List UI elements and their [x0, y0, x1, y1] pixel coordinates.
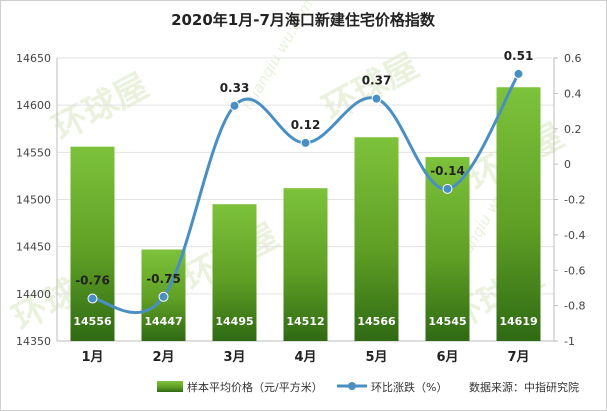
legend-line-marker [348, 382, 356, 390]
right-axis-tick: 0.4 [564, 87, 582, 100]
x-category-label: 5月 [365, 350, 387, 365]
source-note: 数据来源：中指研究院 [469, 380, 579, 394]
right-axis-tick: -0.2 [564, 194, 585, 207]
left-y-axis: 14350 14400 14450 14500 14550 14600 14650 [16, 52, 58, 348]
x-category-label: 3月 [223, 350, 245, 365]
line-point [371, 93, 382, 104]
line-point [87, 293, 98, 304]
right-axis-tick: -0.8 [564, 300, 585, 313]
line-value-label: 0.37 [362, 74, 392, 88]
line-value-label: -0.76 [75, 274, 110, 288]
right-y-axis: 0.6 0.4 0.2 0 -0.2 -0.4 -0.6 -0.8 -1 [57, 52, 585, 348]
x-category-label: 4月 [294, 350, 316, 365]
left-axis-tick: 14500 [16, 194, 51, 207]
bar [496, 87, 541, 341]
line-value-labels: -0.76 -0.75 0.33 0.12 0.37 -0.14 0.51 [75, 49, 533, 288]
bar-value-label: 14495 [215, 315, 253, 328]
left-axis-tick: 14400 [16, 288, 51, 301]
line-point [229, 100, 240, 111]
bar-value-label: 14619 [499, 315, 537, 328]
line-point [158, 291, 169, 302]
legend-line-label: 环比涨跌（%） [371, 380, 447, 394]
line-point [300, 137, 311, 148]
line-value-label: -0.75 [146, 272, 181, 286]
legend-bar-swatch [157, 381, 183, 392]
bar-value-label: 14545 [428, 315, 466, 328]
bar-value-label: 14447 [144, 315, 182, 328]
left-axis-tick: 14650 [16, 52, 51, 65]
bar [354, 137, 399, 341]
line-point [513, 68, 524, 79]
line-value-label: -0.14 [430, 164, 465, 178]
bar-value-label: 14566 [357, 315, 396, 328]
right-axis-tick: -0.4 [564, 229, 585, 242]
line-value-label: 0.33 [220, 81, 250, 95]
x-category-label: 1月 [81, 350, 103, 365]
left-axis-tick: 14450 [16, 241, 51, 254]
left-axis-tick: 14350 [16, 335, 51, 348]
right-axis-tick: 0 [564, 158, 571, 171]
bar-value-label: 14556 [73, 315, 112, 328]
bar-value-label: 14512 [286, 315, 324, 328]
line-series [87, 68, 524, 315]
bar [283, 188, 328, 341]
legend-bar-label: 样本平均价格（元/平方米） [187, 380, 323, 394]
x-axis-categories: 1月 2月 3月 4月 5月 6月 7月 [81, 350, 529, 365]
line-value-label: 0.12 [291, 118, 321, 132]
bar-series [70, 87, 541, 341]
right-axis-tick: 0.2 [564, 123, 582, 136]
line-point [442, 183, 453, 194]
bar-value-labels: 14556 14447 14495 14512 14566 14545 14619 [73, 315, 537, 328]
right-axis-tick: 0.6 [564, 52, 582, 65]
left-axis-tick: 14550 [16, 146, 51, 159]
x-category-label: 2月 [152, 350, 174, 365]
right-axis-tick: -0.6 [564, 264, 585, 277]
bar [212, 204, 257, 341]
line-value-label: 0.51 [504, 49, 534, 63]
watermark-text: 环球屋 [46, 66, 155, 149]
chart-title: 2020年1月-7月海口新建住宅价格指数 [171, 11, 436, 29]
bar [70, 146, 115, 341]
legend: 样本平均价格（元/平方米） 环比涨跌（%） [157, 380, 447, 394]
left-axis-tick: 14600 [16, 99, 51, 112]
right-axis-tick: -1 [564, 335, 575, 348]
x-category-label: 6月 [436, 350, 458, 365]
x-category-label: 7月 [507, 350, 529, 365]
